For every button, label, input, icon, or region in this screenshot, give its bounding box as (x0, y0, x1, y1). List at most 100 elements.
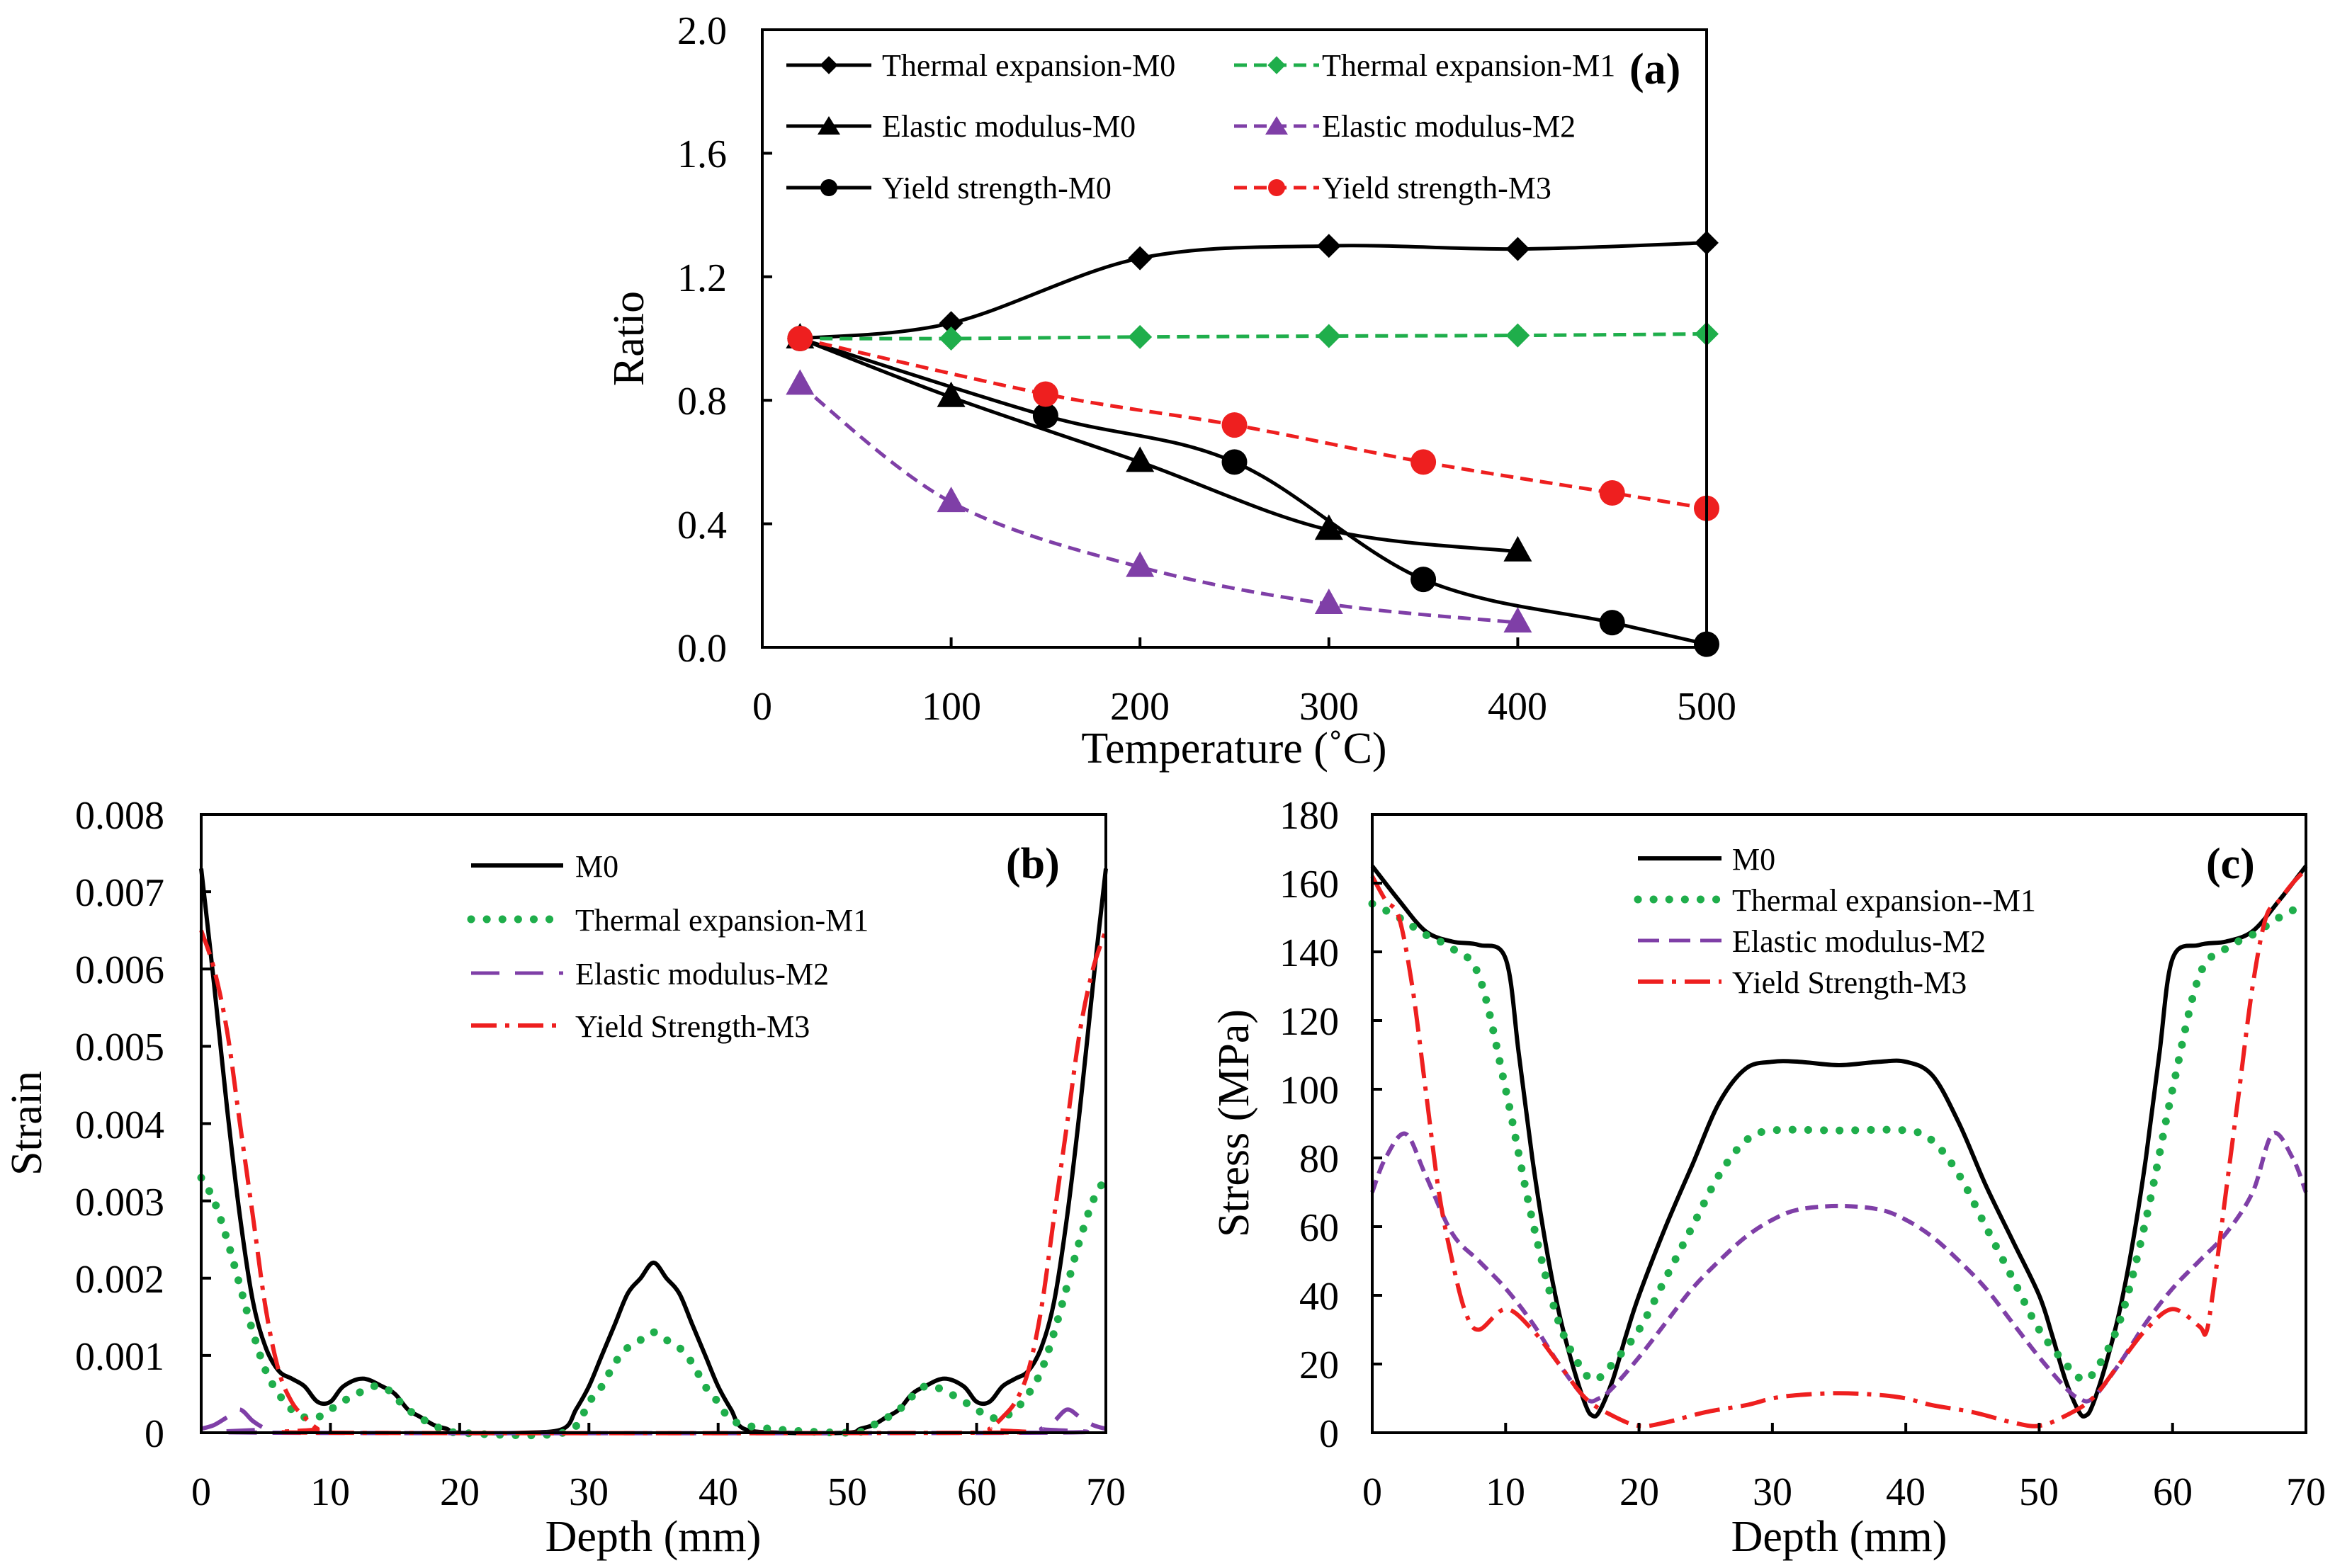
panel-c-ytick: 140 (1279, 931, 1339, 975)
series-line-thermal-expansion-m1 (800, 332, 1707, 341)
panel-b-ytick: 0.008 (75, 794, 164, 838)
series-line-yield-strength-m3 (799, 336, 1707, 511)
panel-b-xtick: 0 (191, 1470, 211, 1514)
panel-c-xtick: 10 (1486, 1470, 1525, 1514)
panel-b-series (197, 868, 1110, 1440)
data-point-triangle (1126, 446, 1155, 472)
legend-entry: Elastic modulus-M2 (1234, 109, 1576, 144)
panel-b-label: (b) (1006, 840, 1060, 888)
panel-a-xtick: 200 (1110, 685, 1170, 729)
panel-a-label: (a) (1629, 45, 1680, 93)
panel-c-xtick: 30 (1753, 1470, 1792, 1514)
legend-label: Yield strength-M3 (1322, 171, 1551, 205)
data-point-circle (1410, 449, 1437, 475)
panel-c-xlabel: Depth (mm) (1731, 1513, 1947, 1561)
panel-b-xtick: 20 (440, 1470, 480, 1514)
panel-b-xtick: 40 (699, 1470, 738, 1514)
legend-label: Yield Strength-M3 (1732, 965, 1967, 1000)
series-line-elastic-modulus-m0 (799, 336, 1518, 554)
panel-b-ytick: 0.001 (75, 1335, 164, 1379)
panel-a-ytick: 1.6 (677, 132, 727, 176)
legend-entry: Yield Strength-M3 (471, 1009, 810, 1044)
panel-b-xtick: 10 (310, 1470, 350, 1514)
panel-a-xlabel: Temperature (˚C) (1081, 725, 1386, 773)
legend-entry: Elastic modulus-M0 (786, 109, 1136, 144)
data-point-circle (1221, 449, 1248, 475)
data-point-triangle (1503, 535, 1532, 562)
legend-entry: Thermal expansion--M1 (1634, 883, 2036, 918)
data-point-diamond (1316, 234, 1341, 259)
legend-marker (1267, 56, 1286, 74)
legend-entry: Thermal expansion-M0 (786, 48, 1175, 83)
panel-b-ytick: 0.002 (75, 1258, 164, 1302)
panel-a-ylabel: Ratio (605, 291, 653, 386)
legend-entry: Elastic modulus-M2 (1638, 924, 1986, 959)
series-line-elastic-modulus-m2 (200, 1407, 1107, 1436)
data-point-diamond (939, 311, 963, 336)
legend-marker (820, 179, 837, 196)
data-point-diamond (1128, 324, 1153, 349)
panel-c-legend: M0 Thermal expansion--M1 Elastic modulus… (1634, 842, 2036, 1000)
panel-a-xtick: 300 (1299, 685, 1359, 729)
series-line-yield-strength-m0 (799, 336, 1707, 647)
legend-label: Thermal expansion-M0 (882, 48, 1175, 83)
panel-c-ytick: 80 (1299, 1137, 1339, 1181)
panel-c-ytick: 60 (1299, 1206, 1339, 1250)
panel-b-legend: M0 Thermal expansion-M1 Elastic modulus-… (467, 849, 869, 1044)
data-point-triangle (1314, 514, 1343, 540)
panel-a: 0.0 0.4 0.8 1.2 1.6 2.0 0 100 200 300 40… (605, 9, 1736, 773)
legend-entry: Yield strength-M0 (786, 171, 1112, 205)
legend-marker (1268, 179, 1285, 196)
data-point-diamond (1316, 324, 1341, 348)
legend-label: Yield strength-M0 (882, 171, 1112, 205)
panel-c-plot-frame (1371, 813, 2307, 1434)
panel-b-tick-marks (200, 813, 1107, 1434)
data-point-circle (1599, 480, 1625, 506)
panel-c-xtick: 0 (1362, 1470, 1382, 1514)
legend-label: M0 (575, 849, 618, 884)
data-point-triangle (1314, 589, 1343, 614)
panel-a-tick-marks (761, 28, 1708, 649)
panel-c-xtick: 70 (2286, 1470, 2326, 1514)
panel-a-ytick: 2.0 (677, 9, 727, 53)
panel-c-ytick: 0 (1319, 1412, 1339, 1456)
data-point-diamond (939, 326, 963, 351)
panel-b-ytick: 0.007 (75, 871, 164, 915)
panel-c-tick-marks (1371, 813, 2307, 1434)
data-point-diamond (1505, 237, 1530, 261)
series-line-elastic-modulus-m2 (1370, 1130, 2308, 1404)
legend-entry: Elastic modulus-M2 (471, 957, 829, 992)
data-point-triangle (937, 487, 966, 513)
panel-c: 0 20 40 60 80 100 120 140 160 180 0 10 2… (1210, 794, 2326, 1561)
panel-a-xtick: 100 (922, 685, 981, 729)
data-point-circle (1410, 567, 1437, 593)
legend-entry: M0 (1638, 842, 1775, 877)
data-point-circle (787, 326, 813, 351)
panel-b-ytick: 0 (145, 1412, 164, 1456)
series-line-m0 (199, 868, 1108, 1436)
panel-a-ytick: 0.8 (677, 380, 727, 424)
legend-entry: Yield strength-M3 (1234, 171, 1551, 205)
panel-c-ytick: 160 (1279, 863, 1339, 907)
panel-c-label: (c) (2206, 840, 2255, 888)
panel-b-xtick: 30 (569, 1470, 609, 1514)
panel-a-legend: Thermal expansion-M0 Thermal expansion-M… (786, 48, 1615, 205)
panel-c-xtick: 20 (1619, 1470, 1659, 1514)
panel-b-xlabel: Depth (mm) (545, 1513, 762, 1561)
series-line-thermal-expansion-m1 (197, 1174, 1110, 1440)
data-point-circle (1032, 403, 1058, 428)
panel-b-ylabel: Strain (3, 1071, 51, 1176)
panel-a-series (786, 230, 1719, 657)
legend-entry: Yield Strength-M3 (1638, 965, 1967, 1000)
legend-label: Thermal expansion-M1 (575, 903, 869, 938)
data-point-diamond (1128, 246, 1153, 271)
panel-b-ytick: 0.004 (75, 1103, 164, 1147)
legend-marker (820, 56, 838, 74)
legend-label: M0 (1732, 842, 1775, 877)
panel-c-series (1368, 864, 2310, 1428)
panel-b-xtick: 70 (1086, 1470, 1126, 1514)
panel-c-ytick: 180 (1279, 794, 1339, 838)
legend-marker (818, 116, 840, 135)
series-line-m0 (1370, 864, 2308, 1419)
